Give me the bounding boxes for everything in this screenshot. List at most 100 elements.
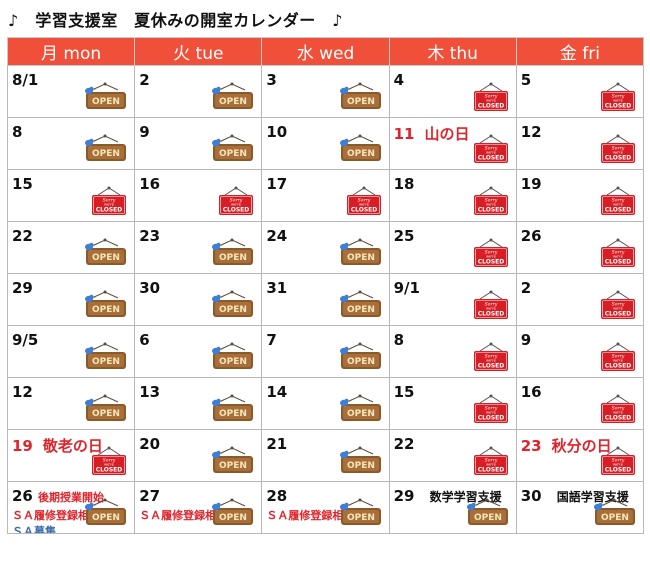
day-number: 29 <box>393 487 415 505</box>
closed-sign-sorry: Sorry <box>484 250 497 256</box>
closed-sign-were: we're <box>359 203 370 207</box>
bird-icon <box>85 86 97 95</box>
day-cell: 5 Sorry we're CLOSED <box>515 65 645 118</box>
closed-sign-were: we're <box>613 411 624 415</box>
open-sign-label: OPEN <box>219 409 247 419</box>
day-cell: 15 Sorry we're CLOSED <box>6 169 136 222</box>
day-number: 12 <box>520 123 542 141</box>
open-sign-label: OPEN <box>347 305 375 315</box>
day-number: 24 <box>266 227 288 245</box>
open-sign-label: OPEN <box>219 461 247 471</box>
day-number: 13 <box>139 383 161 401</box>
day-number-wrap: 10 <box>266 123 287 141</box>
day-cell: 22 OPEN <box>6 221 136 274</box>
closed-sign-sorry: Sorry <box>612 250 625 256</box>
open-sign-icon: OPEN <box>466 498 508 525</box>
day-number-wrap: 7 <box>266 331 276 349</box>
closed-sign-label: CLOSED <box>477 259 504 266</box>
open-sign-label: OPEN <box>92 513 120 523</box>
holiday-name: 秋分の日 <box>551 437 612 455</box>
day-number-wrap: 27 <box>139 487 160 505</box>
day-number: 8 <box>12 123 23 141</box>
bird-icon <box>85 294 97 303</box>
open-sign-label: OPEN <box>92 305 120 315</box>
closed-sign-sorry: Sorry <box>484 458 497 464</box>
open-sign-label: OPEN <box>219 97 247 107</box>
weekday-header-mon: 月 mon <box>6 37 136 66</box>
day-number: 21 <box>266 435 288 453</box>
open-sign-label: OPEN <box>92 409 120 419</box>
day-number: 3 <box>266 71 277 89</box>
day-number: 29 <box>12 279 33 297</box>
day-number-wrap: 25 <box>394 227 415 245</box>
bird-icon <box>212 294 224 303</box>
day-cell: 13 OPEN <box>134 377 263 430</box>
open-sign-label: OPEN <box>219 305 247 315</box>
open-sign-label: OPEN <box>92 149 120 159</box>
closed-sign-label: CLOSED <box>605 311 632 318</box>
week-row: 8/1 OPEN 2 OPEN 3 OPEN 4 Sorry we're CLOSED 5 Sorry… <box>6 65 645 118</box>
bird-icon <box>339 294 351 303</box>
open-sign-icon: OPEN <box>212 342 254 369</box>
bird-icon <box>594 502 605 511</box>
open-sign-label: OPEN <box>219 357 247 367</box>
open-sign-icon: OPEN <box>339 498 381 525</box>
day-cell: 16 Sorry we're CLOSED <box>515 377 645 430</box>
event-note: 後期授業開始 <box>38 491 104 504</box>
day-number-wrap: 21 <box>266 435 287 453</box>
week-row: 19 敬老の日 Sorry we're CLOSED 20 OPEN 21 OPEN 22 Sorr… <box>6 429 645 482</box>
bird-icon <box>339 138 351 147</box>
day-number-wrap: 29 <box>12 279 33 297</box>
day-cell: 25 Sorry we're CLOSED <box>388 221 517 274</box>
day-cell: 28 ＳＡ履修登録相談会 OPEN <box>261 481 390 534</box>
closed-sign-were: we're <box>486 99 497 103</box>
day-number: 19 <box>12 437 33 455</box>
day-cell: 9/1 Sorry we're CLOSED <box>388 273 517 326</box>
closed-sign-label: CLOSED <box>477 467 504 474</box>
day-number-wrap: 2 <box>139 71 149 89</box>
day-cell: 19 敬老の日 Sorry we're CLOSED <box>6 429 136 482</box>
closed-sign-were: we're <box>613 99 624 103</box>
bird-icon <box>212 86 224 95</box>
open-sign-label: OPEN <box>347 357 375 367</box>
day-cell: 14 OPEN <box>261 377 390 430</box>
closed-sign-label: CLOSED <box>605 415 632 422</box>
day-number: 5 <box>520 71 532 89</box>
day-number-wrap: 2 <box>521 279 531 297</box>
open-sign-icon: OPEN <box>212 498 254 525</box>
open-sign-icon: OPEN <box>85 134 127 161</box>
closed-sign-label: CLOSED <box>477 103 504 110</box>
open-sign-icon: OPEN <box>212 134 254 161</box>
day-cell: 18 Sorry we're CLOSED <box>388 169 517 222</box>
weekday-header-row: 月 mon 火 tue 水 wed 木 thu 金 fri <box>6 37 645 66</box>
week-row: 12 OPEN 13 OPEN 14 OPEN 15 Sorry we're CLOSED 16 So… <box>6 377 645 430</box>
day-number-wrap: 5 <box>521 71 531 89</box>
bird-icon <box>339 398 351 407</box>
bird-icon <box>85 502 97 511</box>
open-sign-icon: OPEN <box>85 394 127 421</box>
day-number: 10 <box>266 123 288 141</box>
day-number: 22 <box>393 435 415 453</box>
event-note: 数学学習支援 <box>429 490 502 504</box>
closed-sign-were: we're <box>486 307 497 311</box>
day-cell: 24 OPEN <box>261 221 390 274</box>
day-number: 22 <box>12 227 33 245</box>
closed-sign-sorry: Sorry <box>484 198 497 204</box>
day-number: 9/5 <box>12 331 39 349</box>
weekday-header-fri: 金 fri <box>515 37 645 66</box>
day-cell: 8 OPEN <box>6 117 136 170</box>
open-sign-icon: OPEN <box>339 446 381 473</box>
open-sign-icon: OPEN <box>594 498 635 525</box>
closed-sign-label: CLOSED <box>605 207 632 214</box>
open-sign-icon: OPEN <box>339 394 381 421</box>
day-number: 26 <box>12 487 33 505</box>
bird-icon <box>339 86 351 95</box>
open-sign-label: OPEN <box>347 149 375 159</box>
